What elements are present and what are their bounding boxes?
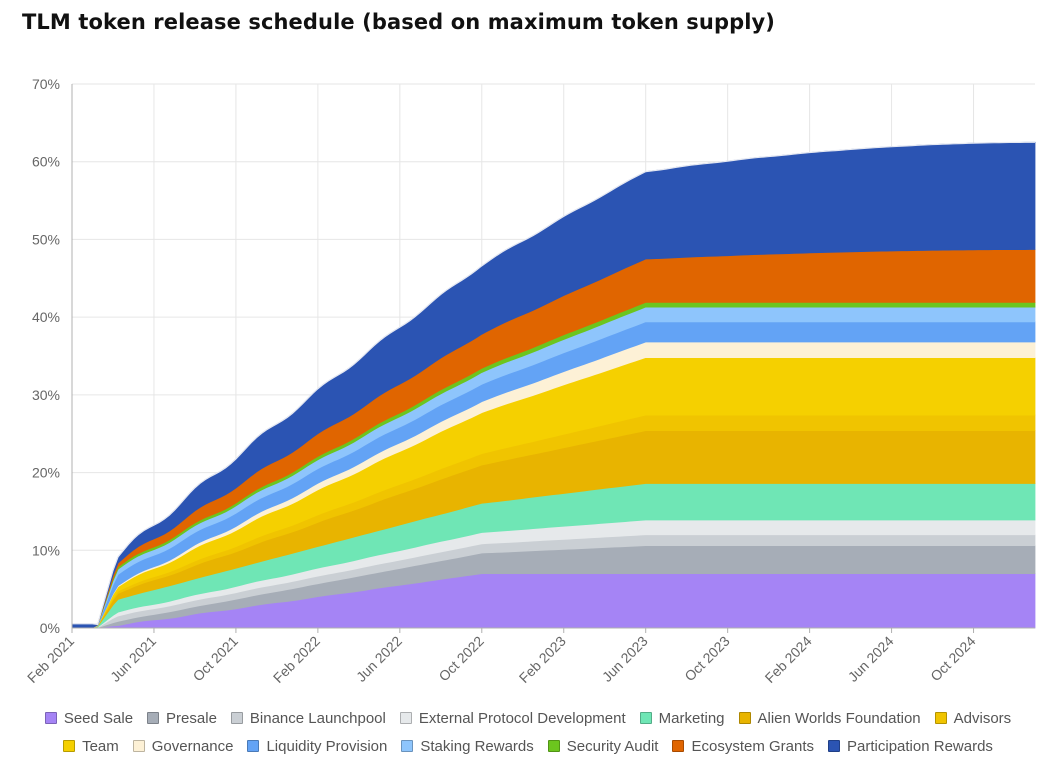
y-tick-label: 0% [40, 620, 60, 636]
legend-label: Staking Rewards [420, 737, 534, 755]
legend-item[interactable]: Advisors [934, 709, 1012, 727]
legend-item[interactable]: Ecosystem Grants [672, 738, 814, 755]
legend-swatch [401, 740, 414, 752]
legend-swatch [672, 740, 685, 752]
x-tick-label: Oct 2023 [681, 633, 733, 685]
legend-label: Seed Sale [63, 709, 134, 727]
legend-item[interactable]: External Protocol Development [399, 709, 626, 727]
legend-label: Advisors [953, 709, 1012, 727]
legend-swatch [132, 740, 145, 752]
legend-swatch [828, 740, 841, 752]
legend-item[interactable]: Security Audit [547, 737, 659, 755]
legend-label: Governance [151, 737, 234, 755]
legend-item[interactable]: Team [63, 738, 119, 755]
chart-title: TLM token release schedule (based on max… [22, 10, 775, 34]
x-tick-label: Feb 2022 [270, 633, 323, 686]
axes [71, 84, 1035, 629]
x-tick-label: Oct 2024 [927, 633, 979, 685]
legend-label: Marketing [658, 709, 725, 727]
y-tick-label: 70% [32, 76, 60, 92]
x-tick-label: Oct 2022 [435, 633, 487, 685]
legend: Seed Sale Presale Binance Launchpool Extern… [0, 704, 1056, 760]
x-tick-label: Oct 2021 [190, 633, 242, 685]
legend-swatch [147, 712, 160, 724]
legend-swatch [934, 712, 947, 724]
legend-label: Liquidity Provision [266, 737, 388, 755]
legend-label: Alien Worlds Foundation [757, 709, 921, 727]
y-tick-label: 50% [32, 231, 60, 247]
y-tick-label: 40% [32, 309, 60, 325]
legend-item[interactable]: Liquidity Provision [247, 738, 387, 755]
legend-item[interactable]: Presale [147, 710, 217, 727]
y-tick-label: 10% [32, 542, 60, 558]
legend-swatch [738, 712, 751, 724]
legend-swatch [63, 740, 76, 752]
area-series-group [71, 141, 1036, 629]
legend-row-2: Team Governance Liquidity Provision Staking… [0, 732, 1056, 760]
x-tick-label: Feb 2021 [24, 633, 77, 686]
x-tick-label: Jun 2022 [353, 633, 405, 685]
legend-label: Participation Rewards [847, 737, 993, 755]
x-tick-label: Feb 2023 [516, 633, 569, 686]
x-tick-label: Jun 2024 [845, 633, 897, 685]
x-tick-label: Jun 2023 [599, 633, 651, 685]
x-tick-label: Feb 2024 [762, 633, 815, 686]
y-tick-label: 20% [32, 465, 60, 481]
stacked-area-chart: 0% 10% 20% 30% 40% 50% 60% 70% Feb 2021 Jun 2021… [24, 76, 1036, 686]
x-axis-tick-labels: Feb 2021 Jun 2021 Oct 2021 Feb 2022 Jun 2022… [24, 628, 979, 686]
legend-swatch [639, 712, 652, 724]
legend-swatch [44, 712, 57, 724]
legend-label: Binance Launchpool [249, 709, 386, 727]
legend-label: Presale [166, 709, 217, 727]
legend-item[interactable]: Marketing [639, 709, 725, 727]
legend-item[interactable]: Binance Launchpool [230, 709, 386, 727]
legend-swatch [230, 712, 243, 724]
legend-row-1: Seed Sale Presale Binance Launchpool Extern… [0, 704, 1056, 732]
legend-item[interactable]: Seed Sale [44, 709, 134, 727]
legend-swatch [399, 712, 412, 724]
legend-label: Security Audit [566, 737, 659, 755]
total-outline [72, 141, 1035, 626]
y-tick-label: 30% [32, 387, 60, 403]
legend-swatch [247, 740, 260, 752]
legend-item[interactable]: Participation Rewards [828, 738, 993, 755]
legend-label: External Protocol Development [418, 709, 626, 727]
x-tick-label: Jun 2021 [107, 633, 159, 685]
legend-label: Ecosystem Grants [691, 737, 815, 755]
y-tick-label: 60% [32, 154, 60, 170]
legend-label: Team [82, 737, 119, 755]
legend-item[interactable]: Governance [132, 737, 234, 755]
legend-item[interactable]: Alien Worlds Foundation [738, 709, 921, 727]
legend-item[interactable]: Staking Rewards [401, 737, 534, 755]
y-axis-tick-labels: 0% 10% 20% 30% 40% 50% 60% 70% [32, 76, 60, 636]
legend-swatch [547, 740, 560, 752]
